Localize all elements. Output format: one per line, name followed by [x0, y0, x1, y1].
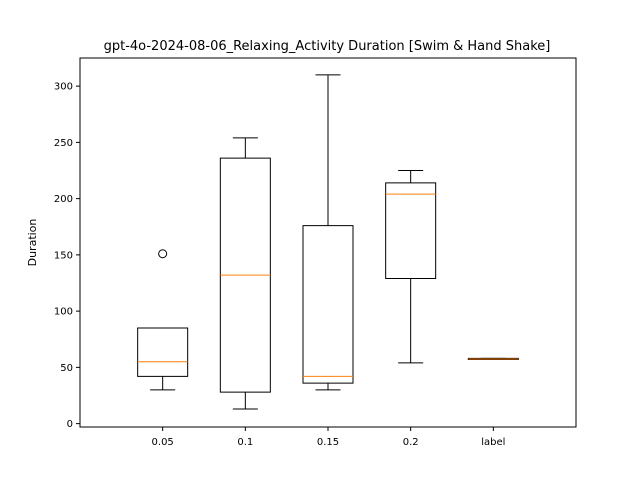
chart-title: gpt-4o-2024-08-06_Relaxing_Activity Dura… [104, 39, 551, 54]
x-tick-label: 0.2 [403, 437, 419, 448]
x-tick-label: 0.1 [237, 437, 253, 448]
box-0.2 [385, 182, 437, 279]
y-tick-label: 300 [54, 82, 73, 93]
x-tick-label: label [481, 437, 505, 448]
y-tick-label: 100 [54, 307, 73, 318]
x-tick-label: 0.05 [152, 437, 174, 448]
y-tick-label: 200 [54, 194, 73, 205]
y-tick-label: 50 [60, 363, 73, 374]
box-0.15 [302, 225, 354, 384]
x-tick-label: 0.15 [317, 437, 339, 448]
box-0.05 [137, 327, 189, 377]
outlier-point [158, 249, 168, 259]
y-tick-label: 150 [54, 250, 73, 261]
plot-area: 0 50 100 150 200 250 300 0.05 0.1 0.15 0.2 label [54, 57, 577, 448]
y-tick-label: 250 [54, 138, 73, 149]
y-axis-title: Duration [26, 219, 39, 267]
y-tick-label: 0 [67, 419, 73, 430]
